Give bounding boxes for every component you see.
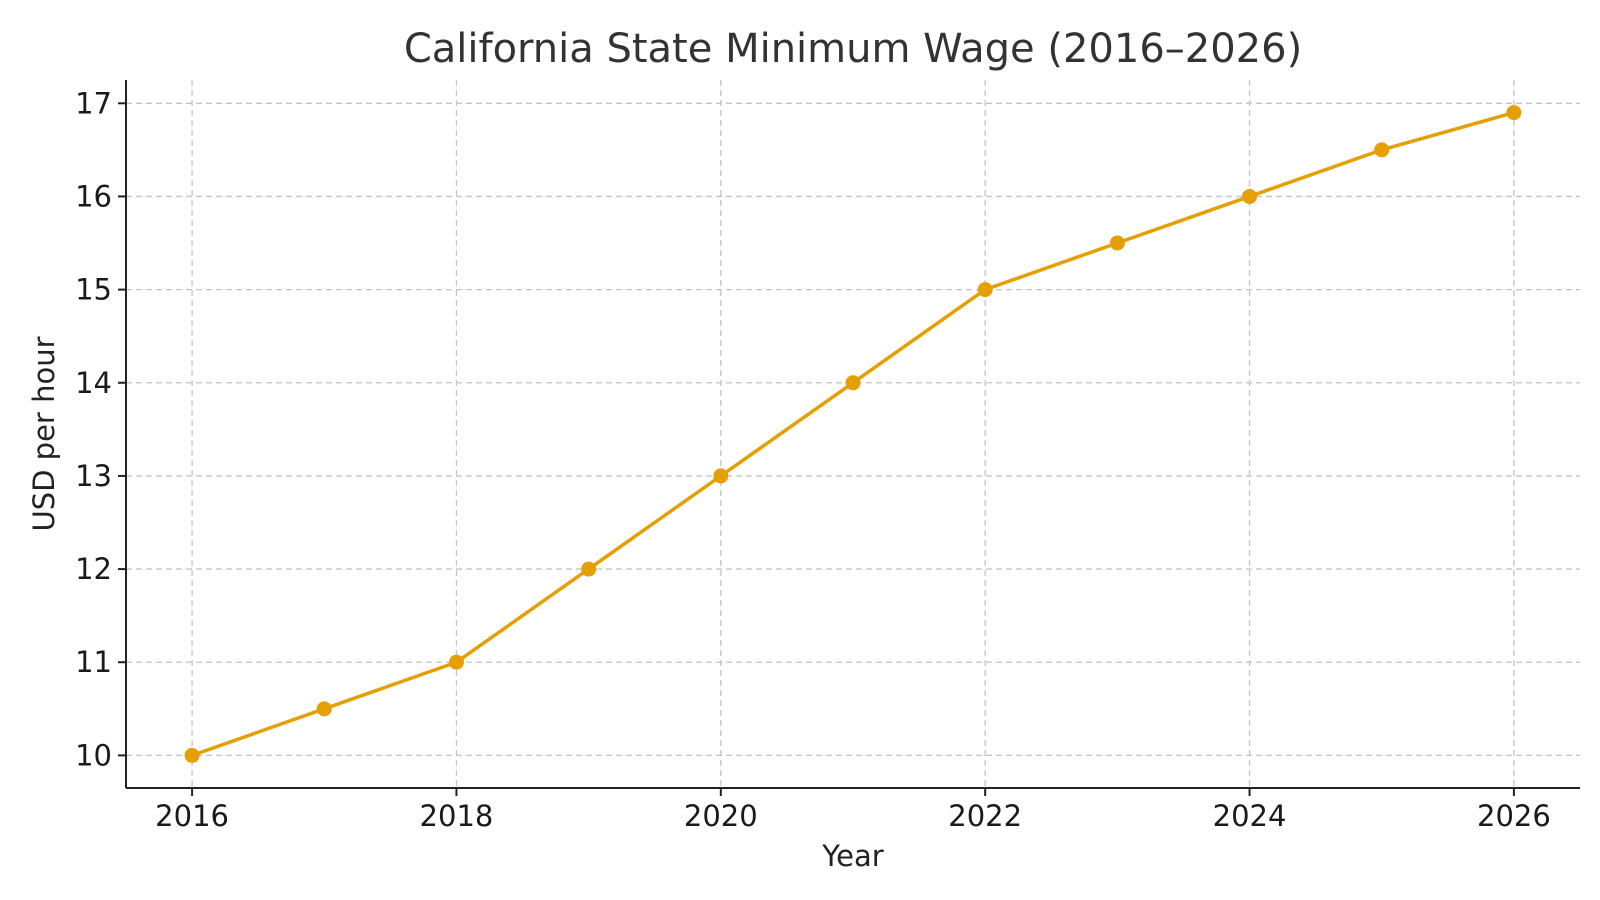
- series-line: [190, 110, 1516, 758]
- axes: [125, 80, 1580, 789]
- x-axis-label: Year: [821, 839, 883, 873]
- grid: [126, 80, 1580, 788]
- y-axis-label: USD per hour: [27, 336, 61, 531]
- x-tick-label: 2016: [155, 799, 229, 833]
- x-tick-label: 2018: [420, 799, 494, 833]
- data-point: [977, 282, 993, 298]
- series-layer: [184, 105, 1522, 763]
- data-point: [184, 747, 200, 763]
- data-point: [713, 468, 729, 484]
- y-tick-label: 12: [75, 552, 112, 586]
- data-point: [1109, 235, 1125, 251]
- data-point: [1242, 188, 1258, 204]
- x-tick-label: 2020: [684, 799, 758, 833]
- data-point: [845, 375, 861, 391]
- data-point: [1374, 142, 1390, 158]
- y-tick-label: 13: [75, 459, 112, 493]
- x-tick-label: 2024: [1213, 799, 1287, 833]
- y-ticks: 10 11 12 13 14 15 16 17: [75, 86, 126, 772]
- x-tick-label: 2022: [948, 799, 1022, 833]
- x-tick-label: 2026: [1477, 799, 1551, 833]
- data-point: [316, 701, 332, 717]
- data-point: [581, 561, 597, 577]
- data-point: [448, 654, 464, 670]
- y-tick-label: 11: [75, 645, 112, 679]
- y-tick-label: 15: [75, 273, 112, 307]
- y-tick-label: 17: [75, 86, 112, 120]
- y-tick-label: 14: [75, 366, 112, 400]
- y-tick-label: 16: [75, 179, 112, 213]
- chart-title: California State Minimum Wage (2016–2026…: [404, 26, 1302, 72]
- x-ticks: 2016 2018 2020 2022 2024 2026: [155, 788, 1551, 833]
- y-tick-label: 10: [75, 738, 112, 772]
- data-point: [1506, 105, 1522, 121]
